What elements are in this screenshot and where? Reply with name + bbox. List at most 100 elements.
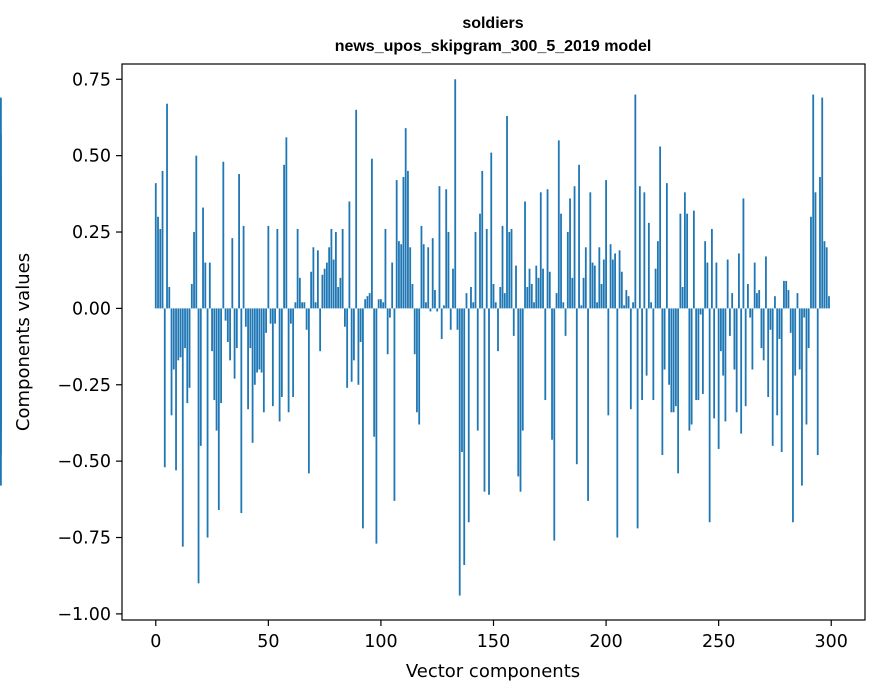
bar-50: [267, 225, 270, 309]
bar-223: [656, 241, 659, 309]
bar-91: [359, 308, 362, 342]
bar-148: [488, 308, 490, 495]
bar-110: [402, 177, 405, 309]
bar-237: [688, 308, 691, 431]
bar-5: [166, 103, 168, 309]
bar-299: [828, 296, 830, 309]
bar-105: [391, 262, 394, 309]
bar-84: [344, 308, 346, 327]
bar-222: [654, 268, 657, 309]
bar-107: [395, 180, 398, 309]
bar-132: [452, 268, 454, 309]
bar-200: [605, 180, 607, 309]
bar-28: [217, 308, 220, 511]
bar-123: [431, 238, 434, 309]
bar-165: [526, 287, 529, 309]
bar-181: [562, 302, 565, 309]
bar-166: [528, 268, 531, 309]
bar-60: [289, 308, 292, 324]
bar-193: [589, 192, 592, 309]
bar-24: [208, 262, 211, 309]
bar-100: [380, 299, 382, 309]
bar-216: [641, 308, 643, 401]
bar-36: [235, 308, 238, 349]
bar-283: [792, 308, 794, 523]
bar-137: [463, 308, 466, 566]
bar-39: [242, 225, 245, 309]
bar-144: [479, 213, 481, 309]
bar-199: [602, 259, 605, 309]
bar-48: [262, 308, 265, 413]
x-tick-label: 100: [364, 632, 397, 652]
bar-130: [447, 232, 450, 309]
bar-81: [337, 287, 340, 309]
bar-190: [582, 277, 585, 309]
bar-263: [747, 283, 749, 309]
bar-272: [767, 308, 770, 397]
bar-83: [341, 228, 344, 309]
bar-76: [325, 262, 328, 309]
bar-257: [733, 308, 736, 370]
y-tick-label: −1.00: [57, 605, 111, 625]
bar-153: [499, 287, 502, 309]
y-tick-label: 0.75: [72, 70, 111, 90]
bar-10: [177, 308, 180, 361]
bar-219: [647, 222, 650, 309]
bar-280: [785, 280, 788, 309]
bar-127: [440, 308, 443, 339]
bar-8: [172, 308, 175, 370]
bar-177: [553, 308, 556, 541]
bar-198: [600, 283, 603, 309]
bar-120: [425, 302, 427, 309]
bar-238: [690, 308, 693, 425]
bar-249: [715, 262, 718, 309]
bar-252: [722, 308, 725, 376]
bar-206: [618, 250, 621, 309]
bar-207: [620, 271, 623, 309]
bar-80: [334, 232, 337, 309]
bar-undefined: [0, 244, 2, 309]
x-tick-label: 200: [589, 632, 622, 652]
bar-3: [161, 170, 164, 309]
bar-247: [711, 228, 713, 309]
bar-285: [796, 293, 799, 309]
bar-277: [778, 308, 781, 339]
bar-0: [154, 183, 157, 309]
bar-37: [238, 173, 240, 309]
bar-117: [418, 308, 421, 425]
bar-31: [224, 308, 227, 321]
bar-92: [362, 308, 364, 529]
bar-15: [188, 308, 191, 388]
bar-140: [470, 287, 472, 309]
bar-18: [195, 155, 198, 309]
bar-115: [413, 308, 416, 355]
bar-32: [226, 308, 229, 342]
bar-139: [467, 308, 470, 523]
bar-96: [371, 158, 373, 309]
bar-42: [249, 308, 252, 349]
bar-292: [812, 94, 815, 309]
bar-287: [801, 308, 803, 486]
bar-186: [573, 186, 576, 309]
bar-235: [683, 192, 686, 309]
bar-88: [353, 308, 355, 361]
bar-290: [807, 308, 810, 349]
bar-2: [159, 228, 162, 309]
bar-142: [474, 232, 477, 309]
bar-293: [814, 192, 817, 309]
y-tick-label: −0.25: [57, 376, 111, 396]
bar-17: [193, 232, 195, 309]
bar-180: [560, 213, 562, 309]
bar-250: [717, 308, 720, 449]
bar-89: [355, 109, 358, 309]
bar-112: [407, 170, 409, 309]
bar-158: [510, 228, 513, 309]
bar-149: [490, 152, 493, 309]
bar-239: [692, 210, 695, 309]
bar-278: [780, 308, 783, 452]
bar-251: [720, 308, 722, 352]
bar-135: [458, 308, 461, 596]
bar-23: [206, 308, 209, 538]
bar-68: [307, 308, 310, 474]
bar-64: [298, 277, 301, 309]
